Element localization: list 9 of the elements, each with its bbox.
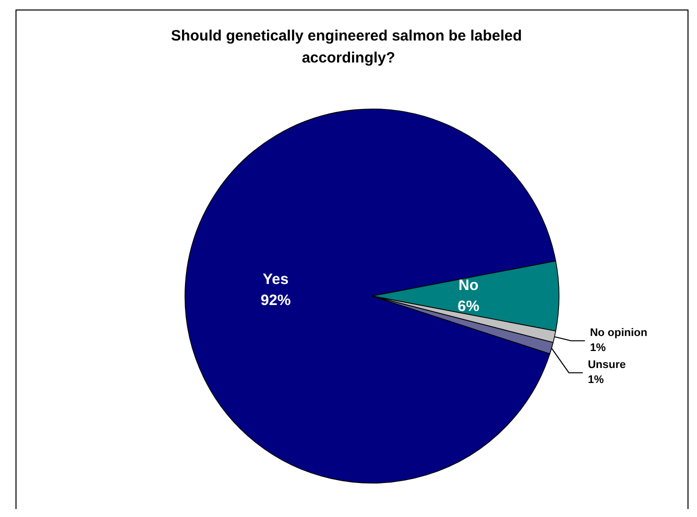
chart-title: Should genetically engineered salmon be labeled accordingly? [170,28,526,66]
data-label: 92% [260,292,291,309]
slice-label: Unsure [588,359,626,372]
slice-label: Yes [262,270,289,288]
slice-label: No opinion [590,327,648,340]
data-label: 6% [458,298,480,315]
data-label: 1% [590,342,606,354]
data-label: 1% [588,374,604,386]
slice-label: No [458,277,478,294]
